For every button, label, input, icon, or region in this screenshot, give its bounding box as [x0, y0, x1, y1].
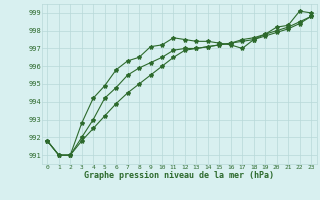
X-axis label: Graphe pression niveau de la mer (hPa): Graphe pression niveau de la mer (hPa) — [84, 171, 274, 180]
